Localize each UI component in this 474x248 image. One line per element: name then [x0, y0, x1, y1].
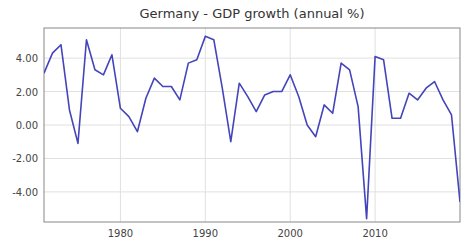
tick-label: 1980 [108, 228, 133, 239]
tick-label: 1990 [193, 228, 218, 239]
chart: Germany - GDP growth (annual %) -4.00 -2.0… [0, 0, 474, 248]
line [44, 36, 460, 218]
grid-line [120, 28, 121, 222]
tick-label: -2.00 [12, 153, 38, 164]
tick-label: 2000 [277, 228, 302, 239]
tick-label: -4.00 [12, 187, 38, 198]
tick-label: 4.00 [16, 53, 38, 64]
tick-label: 2010 [362, 228, 387, 239]
data [44, 36, 460, 218]
axes: -4.00 -2.00 0.00 2.00 4.00 1980 1990 2000 2010 [12, 28, 460, 239]
grid-line [44, 125, 460, 126]
grid-line [44, 191, 460, 192]
grid-line [44, 58, 460, 59]
plot-frame [44, 28, 460, 222]
tick-label: 2.00 [16, 87, 38, 98]
grid-line [290, 28, 291, 222]
grid-line [205, 28, 206, 222]
title: Germany - GDP growth (annual %) [139, 6, 364, 21]
tick-label: 0.00 [16, 120, 38, 131]
grid-line [44, 158, 460, 159]
grid-line [44, 91, 460, 92]
